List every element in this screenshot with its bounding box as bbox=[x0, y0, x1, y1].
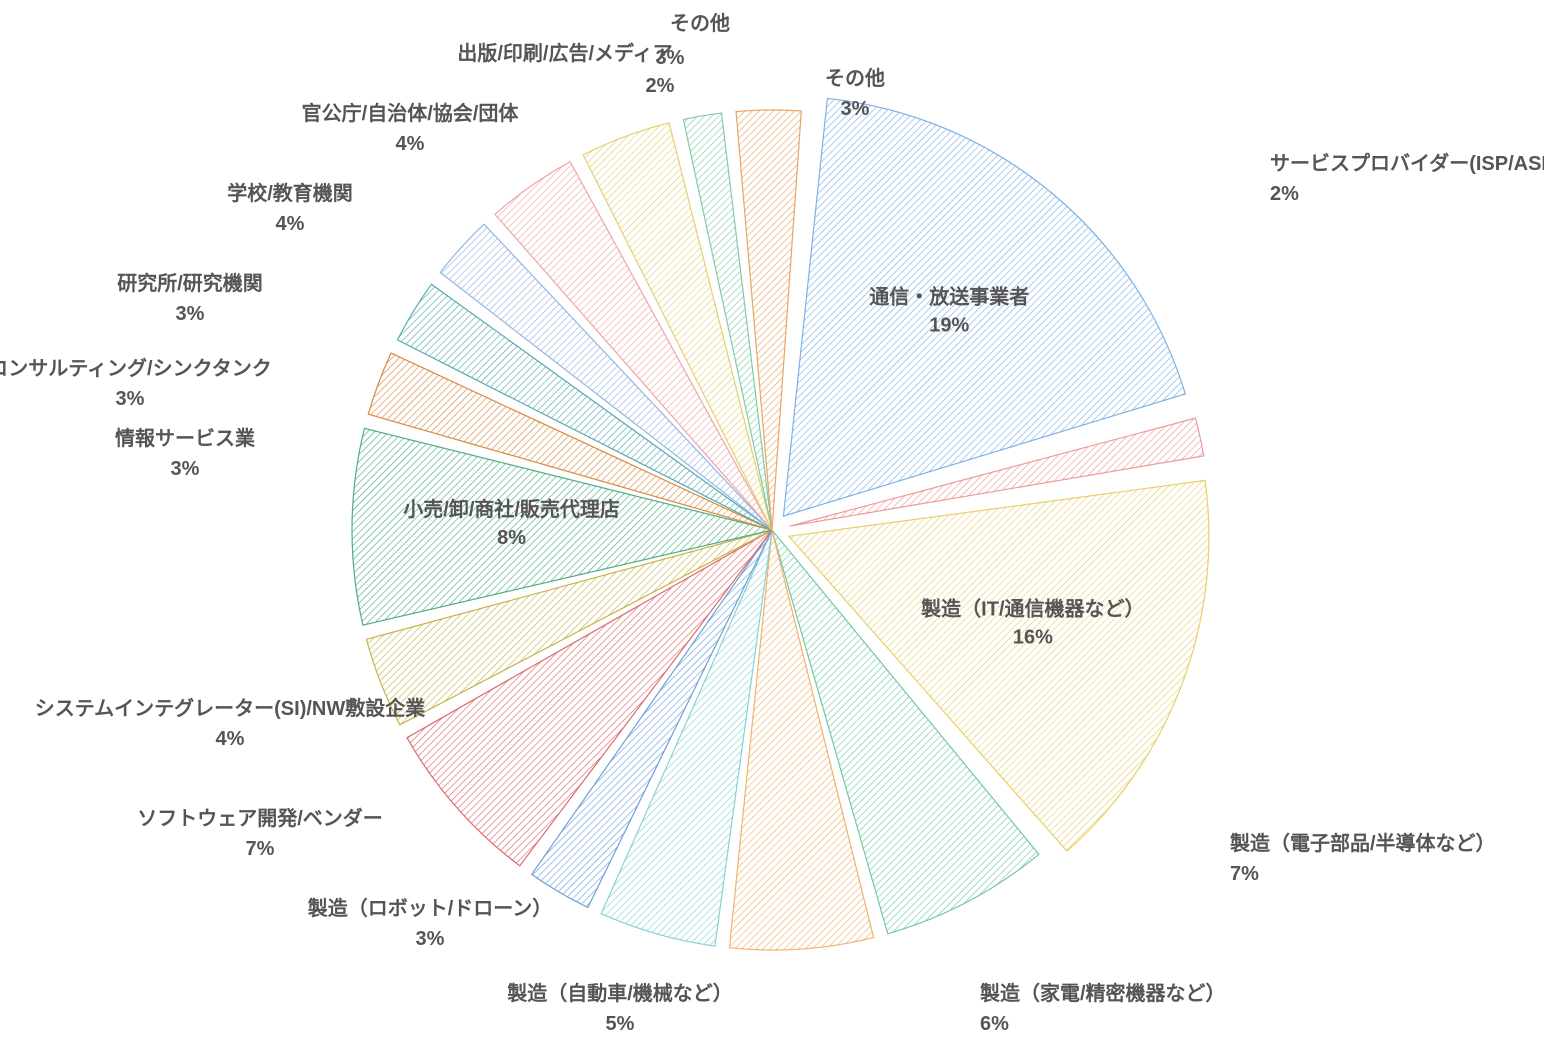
slice-label-title: サービスプロバイダー(ISP/ASP/CSPなど) bbox=[1270, 151, 1544, 175]
slice-outer-label: 官公庁/自治体/協会/団体 4% bbox=[302, 101, 520, 155]
slice-outer-label: 製造（家電/精密機器など） 6% bbox=[980, 981, 1226, 1035]
slice-label-value: 8% bbox=[497, 527, 526, 549]
slice-label-title: システムインテグレーター(SI)/NW敷設企業 bbox=[35, 696, 426, 720]
industry-pie-chart: 通信・放送事業者 19% サービスプロバイダー(ISP/ASP/CSPなど) 2% 製造… bbox=[0, 0, 1544, 1060]
slice-label-value: 3% bbox=[656, 47, 685, 69]
slice-label-value: 6% bbox=[980, 1013, 1009, 1035]
slice-label-title: その他 bbox=[825, 66, 885, 90]
slice-outer-label: 出版/印刷/広告/メディア 2% bbox=[457, 41, 674, 97]
slice-label-value: 4% bbox=[396, 133, 425, 155]
slice-label-title: ソフトウェア開発/ベンダー bbox=[137, 806, 383, 830]
slice-outer-label: 学校/教育機関 4% bbox=[227, 181, 353, 235]
slice-label-value: 2% bbox=[646, 75, 675, 97]
slice-label-value: 19% bbox=[929, 314, 969, 336]
slice-label-value: 4% bbox=[276, 213, 305, 235]
slice-label-value: 3% bbox=[416, 928, 445, 950]
slice-label-value: 7% bbox=[1230, 863, 1259, 885]
slice-label-title: コンサルティング/シンクタンク bbox=[0, 356, 272, 380]
slice-outer-label: コンサルティング/シンクタンク 3% bbox=[0, 356, 272, 410]
slice-label-title: 官公庁/自治体/協会/団体 bbox=[302, 101, 520, 125]
slice-label-title: 小売/卸/商社/販売代理店 bbox=[403, 497, 620, 521]
slice-label-title: 製造（IT/通信機器など） bbox=[921, 596, 1144, 620]
slice-outer-label: ソフトウェア開発/ベンダー 7% bbox=[137, 806, 383, 860]
slice-label-value: 7% bbox=[246, 838, 275, 860]
slice-label-title: 情報サービス業 bbox=[115, 426, 256, 450]
slice-label-value: 3% bbox=[116, 388, 145, 410]
slice-label-title: 製造（自動車/機械など） bbox=[507, 981, 733, 1005]
slice-outer-label: 製造（ロボット/ドローン） 3% bbox=[308, 896, 553, 950]
slice-label-value: 5% bbox=[606, 1013, 635, 1035]
slice-label-title: その他 bbox=[670, 11, 730, 35]
slice-label-title: 研究所/研究機関 bbox=[117, 271, 263, 295]
slice-label-value: 3% bbox=[176, 303, 205, 325]
slice-label-title: 学校/教育機関 bbox=[227, 181, 353, 205]
slice-label-title: 通信・放送事業者 bbox=[869, 284, 1029, 308]
slice-label-title: 製造（家電/精密機器など） bbox=[980, 981, 1226, 1005]
slice-label-value: 3% bbox=[841, 98, 870, 120]
slice-outer-label: 製造（電子部品/半導体など） 7% bbox=[1230, 831, 1496, 885]
slice-outer-label: サービスプロバイダー(ISP/ASP/CSPなど) 2% bbox=[1270, 151, 1544, 205]
slice-label-title: 製造（電子部品/半導体など） bbox=[1230, 831, 1496, 855]
slice-outer-label: 研究所/研究機関 3% bbox=[117, 271, 263, 325]
slice-outer-label: 情報サービス業 3% bbox=[115, 426, 256, 480]
slice-outer-label: システムインテグレーター(SI)/NW敷設企業 4% bbox=[35, 696, 426, 750]
slice-label-value: 2% bbox=[1270, 183, 1299, 205]
slice-label-value: 3% bbox=[171, 458, 200, 480]
slice-outer-label: 製造（自動車/機械など） 5% bbox=[507, 981, 733, 1035]
slice-label-title: 製造（ロボット/ドローン） bbox=[308, 896, 553, 920]
slice-label-value: 16% bbox=[1013, 626, 1053, 648]
slice-label-value: 4% bbox=[216, 728, 245, 750]
slice-outer-label: その他 3% bbox=[656, 11, 730, 69]
slice-label-title: 出版/印刷/広告/メディア bbox=[457, 41, 672, 65]
